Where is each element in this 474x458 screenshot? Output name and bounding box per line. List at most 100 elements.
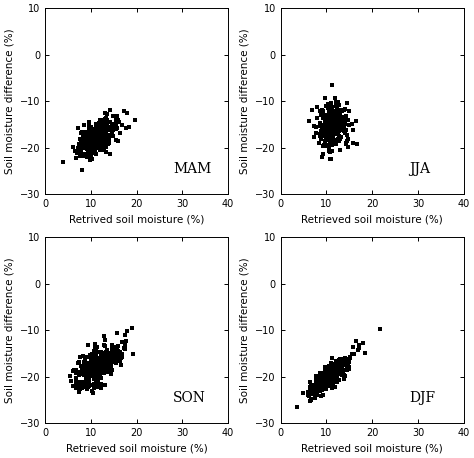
Point bbox=[338, 355, 346, 362]
Point bbox=[118, 121, 125, 128]
Point bbox=[330, 375, 338, 382]
Point bbox=[329, 141, 337, 148]
Point bbox=[341, 376, 348, 383]
Point bbox=[107, 362, 115, 369]
Point bbox=[323, 371, 331, 379]
Point bbox=[101, 120, 109, 128]
Point bbox=[85, 139, 93, 146]
Point bbox=[308, 387, 315, 395]
Point bbox=[313, 388, 321, 395]
Point bbox=[105, 368, 112, 376]
Point bbox=[78, 384, 86, 392]
Point bbox=[91, 147, 99, 154]
Point bbox=[86, 150, 93, 157]
Point bbox=[88, 142, 96, 150]
Point bbox=[100, 126, 108, 133]
Point bbox=[325, 374, 333, 381]
Point bbox=[312, 386, 319, 393]
Point bbox=[103, 134, 111, 141]
Point bbox=[324, 382, 332, 389]
Point bbox=[333, 121, 340, 129]
Point bbox=[335, 118, 342, 125]
Point bbox=[81, 368, 89, 375]
Point bbox=[81, 368, 88, 375]
Point bbox=[319, 371, 326, 379]
Point bbox=[87, 142, 95, 149]
Point bbox=[108, 346, 116, 353]
Point bbox=[93, 371, 101, 379]
Point bbox=[84, 369, 92, 376]
Point bbox=[321, 117, 329, 125]
Point bbox=[331, 367, 339, 375]
Point bbox=[74, 378, 82, 386]
Point bbox=[322, 386, 329, 393]
Point bbox=[320, 385, 328, 393]
Point bbox=[321, 367, 329, 375]
Point bbox=[81, 356, 89, 364]
Point bbox=[89, 361, 96, 369]
Point bbox=[305, 117, 313, 125]
Point bbox=[80, 134, 87, 142]
Point bbox=[319, 150, 327, 158]
Point bbox=[334, 98, 342, 106]
Point bbox=[332, 376, 339, 383]
Point bbox=[84, 140, 91, 147]
Point bbox=[99, 120, 107, 127]
Point bbox=[90, 141, 97, 148]
Point bbox=[121, 344, 128, 352]
Point bbox=[321, 377, 328, 384]
Point bbox=[100, 361, 108, 368]
Text: MAM: MAM bbox=[173, 162, 211, 176]
Point bbox=[90, 382, 98, 390]
Point bbox=[316, 384, 324, 391]
X-axis label: Retrived soil moisture (%): Retrived soil moisture (%) bbox=[69, 215, 204, 225]
Point bbox=[324, 377, 331, 385]
Point bbox=[306, 383, 314, 391]
Point bbox=[335, 123, 343, 130]
Point bbox=[85, 375, 92, 382]
Point bbox=[94, 366, 102, 374]
Point bbox=[332, 112, 339, 119]
Point bbox=[114, 355, 122, 363]
Point bbox=[102, 136, 109, 143]
Point bbox=[92, 150, 100, 157]
Point bbox=[336, 101, 343, 109]
Point bbox=[85, 141, 92, 148]
Point bbox=[116, 357, 124, 364]
Point bbox=[320, 127, 328, 135]
Point bbox=[337, 123, 344, 130]
Point bbox=[321, 364, 329, 371]
Point bbox=[92, 123, 100, 131]
Point bbox=[324, 117, 331, 124]
Point bbox=[78, 141, 85, 148]
Point bbox=[94, 361, 101, 369]
Point bbox=[322, 134, 330, 141]
Point bbox=[312, 378, 319, 385]
Point bbox=[82, 366, 90, 374]
Point bbox=[91, 358, 98, 365]
Point bbox=[337, 133, 345, 141]
Point bbox=[82, 131, 90, 138]
Point bbox=[76, 370, 84, 377]
Point bbox=[320, 380, 328, 387]
Point bbox=[325, 116, 333, 124]
Point bbox=[323, 129, 331, 136]
Point bbox=[336, 147, 343, 154]
Point bbox=[324, 129, 332, 136]
Point bbox=[336, 356, 343, 363]
Point bbox=[98, 357, 105, 365]
Point bbox=[319, 375, 326, 382]
Point bbox=[323, 369, 330, 376]
Point bbox=[100, 364, 108, 371]
Point bbox=[112, 344, 119, 351]
Point bbox=[96, 138, 104, 145]
Point bbox=[98, 349, 105, 357]
Point bbox=[109, 356, 117, 363]
Point bbox=[327, 381, 335, 388]
Point bbox=[329, 374, 337, 381]
Point bbox=[329, 111, 337, 118]
Point bbox=[92, 346, 100, 353]
Point bbox=[89, 365, 97, 372]
Point bbox=[311, 388, 319, 396]
Point bbox=[106, 360, 113, 367]
